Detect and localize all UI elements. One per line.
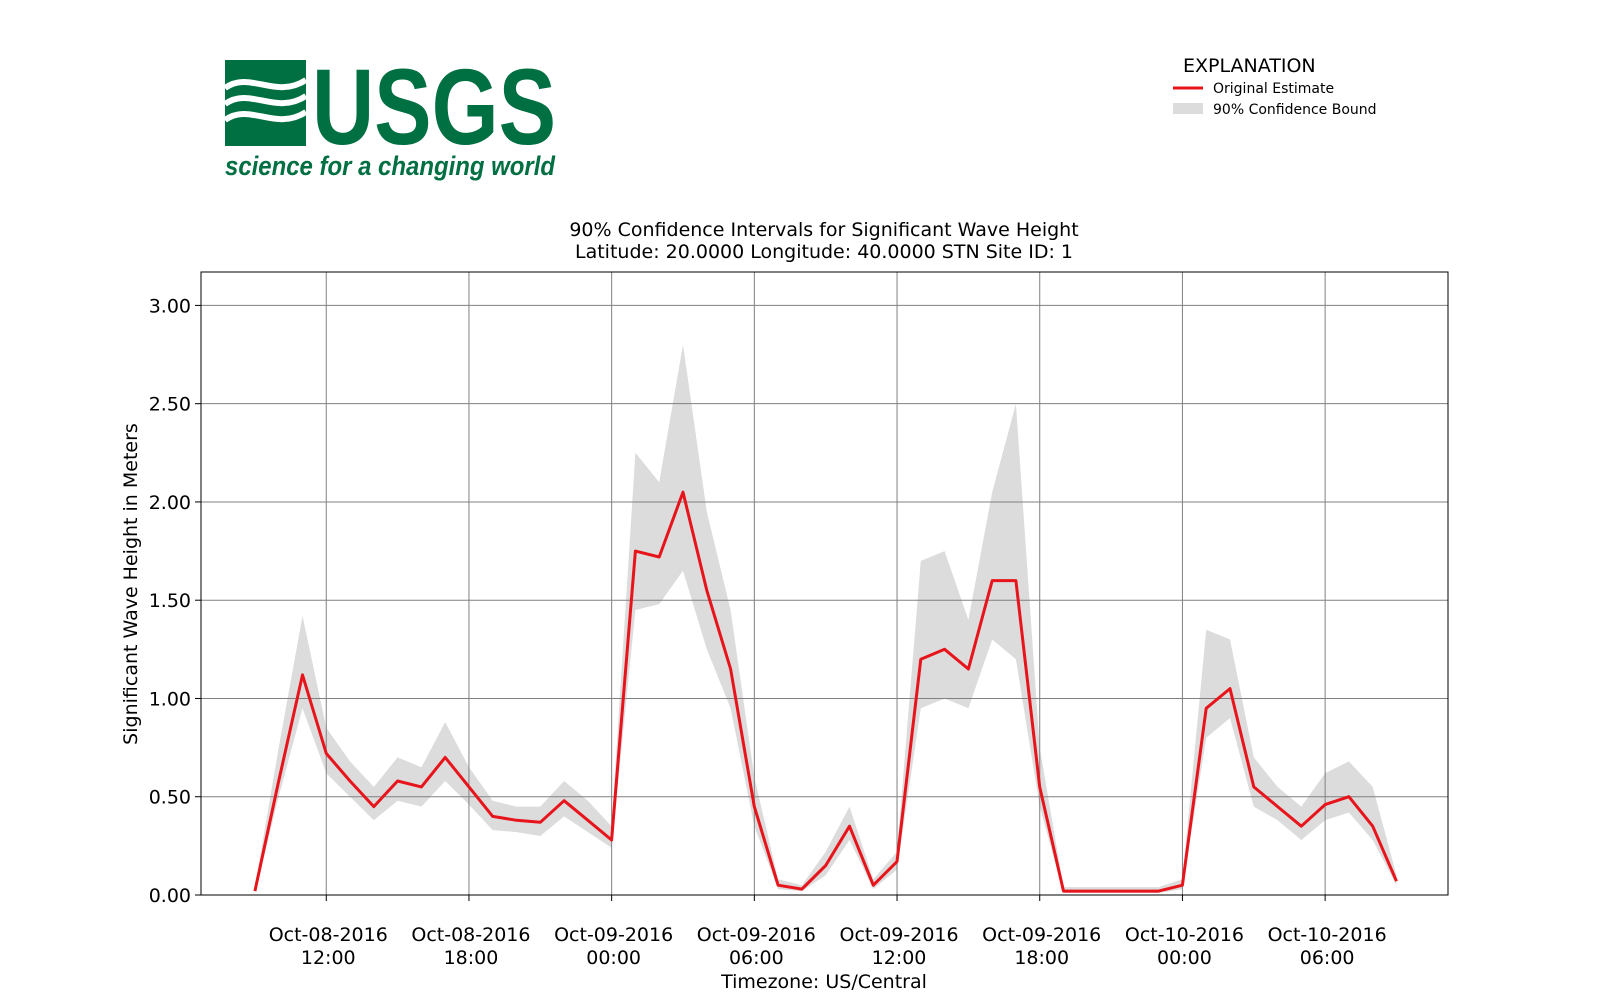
y-tick-label: 0.50 xyxy=(149,787,191,809)
y-tick-label: 1.00 xyxy=(149,688,191,710)
legend-swatch xyxy=(1173,103,1203,114)
x-tick-label: Oct-09-2016 18:00 xyxy=(982,924,1101,969)
x-tick-label: Oct-09-2016 12:00 xyxy=(839,924,958,969)
legend-title: EXPLANATION xyxy=(1183,55,1316,77)
y-tick-label: 2.50 xyxy=(149,394,191,416)
y-axis-label: Significant Wave Height in Meters xyxy=(120,423,142,745)
x-tick-label: Oct-09-2016 00:00 xyxy=(554,924,673,969)
logo-waves xyxy=(223,77,308,123)
plot-frame xyxy=(200,271,1449,896)
y-tick-label: 3.00 xyxy=(149,295,191,317)
legend: EXPLANATION Original Estimate 90% Confiden… xyxy=(1173,55,1377,118)
chart-title: 90% Confidence Intervals for Significant… xyxy=(569,219,1078,241)
x-axis-label: Timezone: US/Central xyxy=(720,971,927,993)
x-tick-label: Oct-08-2016 18:00 xyxy=(411,924,530,969)
x-tick-label: Oct-10-2016 06:00 xyxy=(1268,924,1387,969)
line xyxy=(253,490,1398,893)
y-tick-label: 1.50 xyxy=(149,590,191,612)
legend-label: 90% Confidence Bound xyxy=(1213,102,1377,118)
logo: USGS science for a changing world xyxy=(223,46,556,181)
y-tick-label: 0.00 xyxy=(149,885,191,907)
y-tick-label: 2.00 xyxy=(149,492,191,514)
legend-label: Original Estimate xyxy=(1213,81,1334,97)
logo-tagline: science for a changing world xyxy=(225,151,555,181)
x-tick-label: Oct-09-2016 06:00 xyxy=(697,924,816,969)
x-tick-label: Oct-10-2016 00:00 xyxy=(1125,924,1244,969)
x-tick-label: Oct-08-2016 12:00 xyxy=(269,924,388,969)
confidence-band xyxy=(254,344,1397,893)
logo-name: USGS xyxy=(312,46,556,167)
chart-subtitle: Latitude: 20.0000 Longitude: 40.0000 STN… xyxy=(575,241,1073,263)
